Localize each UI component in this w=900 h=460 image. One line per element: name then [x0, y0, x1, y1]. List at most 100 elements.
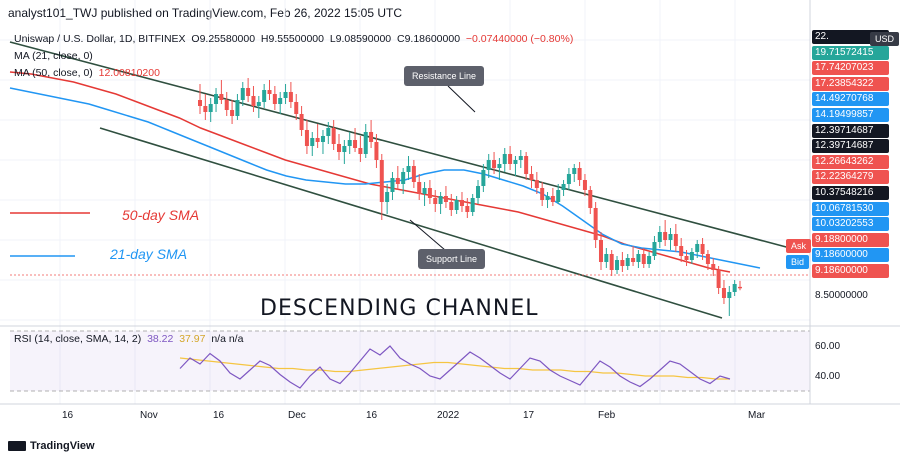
resistance-line: [9, 41, 791, 249]
candle-body: [310, 138, 315, 146]
candle-body: [256, 102, 261, 106]
candle-body: [641, 254, 646, 264]
candle-body: [652, 242, 657, 256]
candle-body: [288, 92, 293, 102]
candle-body: [550, 196, 555, 202]
candle-body: [379, 160, 384, 202]
resistance-callout: Resistance Line: [404, 66, 485, 86]
candle-body: [716, 270, 721, 288]
candle-body: [609, 254, 614, 270]
resistance-pointer: [447, 85, 476, 113]
candle-body: [534, 180, 539, 188]
legend-symbol-line: Uniswap / U.S. Dollar, 1D, BITFINEX O9.2…: [14, 33, 573, 45]
x-tick-label: 17: [523, 410, 535, 421]
candle-body: [679, 246, 684, 256]
candle-body: [588, 190, 593, 208]
price-tag: 12.39714687: [812, 139, 889, 154]
candle-body: [422, 188, 427, 194]
candle-body: [401, 172, 406, 184]
candle-body: [663, 232, 668, 240]
candle-body: [342, 146, 347, 152]
candle-body: [374, 142, 379, 160]
sma21-line: [9, 87, 761, 269]
candle-body: [727, 292, 732, 298]
price-tag: 19.71572415: [812, 45, 889, 60]
candle-body: [705, 254, 710, 264]
candle-body: [198, 100, 202, 106]
price-tag: 12.22364279: [812, 170, 889, 185]
tradingview-logo[interactable]: TradingView: [8, 440, 95, 452]
candle-body: [417, 182, 422, 194]
candle-body: [203, 106, 208, 112]
candle-body: [673, 234, 678, 246]
candle-body: [246, 88, 251, 96]
candle-body: [738, 286, 742, 289]
x-tick-label: Dec: [288, 410, 306, 421]
legend-high: H9.55500000: [260, 33, 324, 45]
candle-body: [545, 196, 550, 200]
price-tag: 14.19499857: [812, 108, 889, 122]
legend-symbol: Uniswap / U.S. Dollar, 1D, BITFINEX: [14, 33, 186, 45]
candle-body: [508, 154, 513, 164]
candle-body: [315, 138, 320, 142]
candle-body: [443, 196, 448, 202]
legend-rsi-na: n/a n/a: [211, 333, 244, 345]
candle-body: [208, 104, 213, 112]
candle-body: [620, 260, 625, 266]
x-tick-label: 2022: [437, 410, 460, 421]
candle-body: [732, 284, 737, 292]
ask-tag: Ask: [786, 239, 812, 253]
price-label-plain: 8.50000000: [815, 290, 868, 301]
candle-body: [240, 88, 245, 100]
candle-body: [406, 166, 411, 172]
candle-body: [668, 234, 673, 240]
candle-body: [657, 232, 662, 242]
bid-tag: Bid: [786, 255, 810, 269]
legend-rsi: RSI (14, close, SMA, 14, 2) 38.22 37.97 …: [14, 333, 244, 345]
sma50-line: [9, 71, 731, 273]
candle-body: [604, 254, 609, 262]
price-tag: 22.: [812, 30, 889, 44]
candle-body: [320, 136, 325, 142]
candle-body: [358, 148, 363, 154]
price-tag: 12.26643262: [812, 154, 889, 169]
candle-body: [353, 140, 358, 148]
tv-logo-icon: [8, 441, 26, 452]
candle-body: [465, 206, 470, 212]
candle-body: [272, 94, 277, 104]
sma50-label: 50-day SMA: [122, 207, 200, 223]
candle-body: [497, 164, 502, 168]
price-tag: 9.18600000: [812, 248, 889, 263]
price-tag: 14.49270768: [812, 92, 889, 107]
candle-body: [566, 174, 571, 184]
candle-body: [486, 160, 491, 170]
rsi-path: [179, 345, 731, 389]
candle-body: [689, 252, 694, 260]
x-tick-label: Feb: [598, 410, 616, 421]
candle-body: [684, 256, 689, 260]
candle-body: [631, 258, 636, 262]
price-tag: 10.06781530: [812, 201, 889, 216]
legend-change: −0.07440000 (−0.80%): [465, 33, 574, 45]
support-line: [99, 127, 723, 319]
price-tag: 17.23854322: [812, 76, 889, 91]
candle-body: [278, 98, 283, 104]
sma50-path: [9, 71, 731, 273]
candle-body: [433, 198, 438, 204]
candle-body: [572, 168, 577, 174]
candle-body: [481, 170, 486, 186]
rsi-axis-40: 40.00: [815, 371, 841, 382]
candle-body: [283, 92, 288, 98]
candle-body: [540, 188, 545, 200]
price-tag: 9.18800000: [812, 232, 889, 247]
candle-body: [615, 260, 620, 270]
candle-body: [262, 90, 267, 102]
sma21-path: [9, 87, 761, 269]
x-tick-label: Nov: [140, 410, 158, 421]
descending-channel: [9, 41, 791, 319]
legend-ma50-value: 12.00810200: [98, 67, 160, 79]
rsi-band: [10, 331, 810, 391]
legend-ma21: MA (21, close, 0): [14, 50, 93, 62]
currency-tag[interactable]: USD: [870, 32, 900, 46]
candle-body: [476, 186, 481, 198]
